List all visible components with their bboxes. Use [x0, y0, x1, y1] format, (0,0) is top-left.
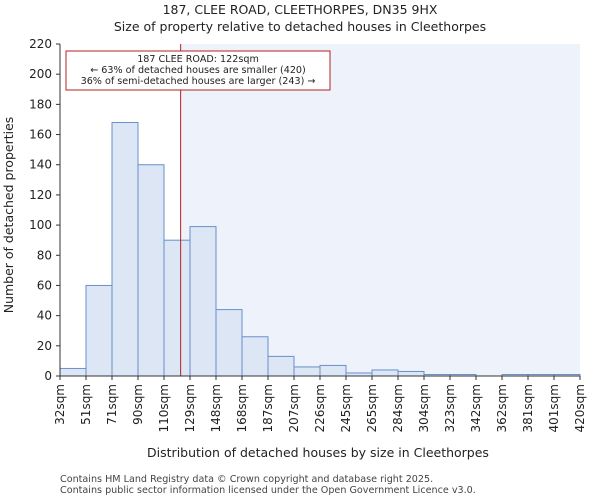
bar-32sqm — [59, 367, 87, 377]
bar-284sqm — [397, 370, 425, 377]
bar-207sqm — [293, 366, 321, 377]
x-tick-label-245sqm: 245sqm — [339, 384, 353, 432]
footer-line-1: Contains HM Land Registry data © Crown c… — [60, 474, 433, 485]
x-tick-label-284sqm: 284sqm — [391, 384, 405, 432]
x-tick-label-110sqm: 110sqm — [157, 384, 171, 432]
y-tick-label-40: 40 — [37, 309, 52, 323]
bar-168sqm — [241, 336, 269, 377]
y-tick-label-0: 0 — [44, 369, 52, 383]
x-tick-label-187sqm: 187sqm — [261, 384, 275, 432]
x-tick-label-71sqm: 71sqm — [105, 384, 119, 425]
bar-51sqm — [85, 284, 113, 377]
y-tick-label-80: 80 — [37, 248, 52, 262]
bar-265sqm — [371, 369, 399, 377]
x-tick-label-362sqm: 362sqm — [495, 384, 509, 432]
bar-226sqm — [319, 364, 347, 377]
x-tick-label-420sqm: 420sqm — [573, 384, 587, 432]
x-tick-label-51sqm: 51sqm — [79, 384, 93, 425]
x-tick-label-304sqm: 304sqm — [417, 384, 431, 432]
x-tick-label-342sqm: 342sqm — [469, 384, 483, 432]
x-tick-label-32sqm: 32sqm — [53, 384, 67, 425]
x-tick-label-148sqm: 148sqm — [209, 384, 223, 432]
x-ticks-group: 32sqm 51sqm 71sqm 90sqm 110sqm 129sqm 148sqm 16… — [53, 376, 587, 432]
x-tick-label-381sqm: 381sqm — [521, 384, 535, 432]
y-tick-label-120: 120 — [29, 188, 52, 202]
bar-90sqm — [137, 164, 165, 377]
bars-group — [59, 121, 581, 377]
bar-129sqm — [189, 226, 217, 377]
y-tick-label-20: 20 — [37, 339, 52, 353]
y-tick-label-140: 140 — [29, 158, 52, 172]
x-tick-label-168sqm: 168sqm — [235, 384, 249, 432]
y-tick-label-200: 200 — [29, 67, 52, 81]
footer-line-2: Contains public sector information licen… — [60, 485, 476, 496]
bar-148sqm — [215, 309, 243, 377]
larger-than-property-region — [180, 44, 580, 376]
bar-71sqm — [111, 121, 139, 377]
x-tick-label-323sqm: 323sqm — [443, 384, 457, 432]
y-tick-label-220: 220 — [29, 37, 52, 51]
x-tick-label-401sqm: 401sqm — [547, 384, 561, 432]
y-tick-label-160: 160 — [29, 128, 52, 142]
annotation-line-1: 187 CLEE ROAD: 122sqm — [137, 54, 259, 65]
y-tick-label-180: 180 — [29, 97, 52, 111]
x-tick-label-226sqm: 226sqm — [313, 384, 327, 432]
annotation-box — [65, 50, 331, 91]
x-axis-label: Distribution of detached houses by size … — [147, 445, 489, 460]
y-tick-label-60: 60 — [37, 278, 52, 292]
annotation-line-3: 36% of semi-detached houses are larger (… — [81, 76, 316, 87]
y-tick-label-100: 100 — [29, 218, 52, 232]
y-ticks-group: 0 20 40 60 80 100 120 140 160 180 200 220 — [29, 37, 60, 383]
bar-110sqm — [163, 239, 191, 377]
bar-187sqm — [267, 355, 295, 377]
x-tick-label-90sqm: 90sqm — [131, 384, 145, 425]
x-tick-label-265sqm: 265sqm — [365, 384, 379, 432]
y-axis-label: Number of detached properties — [1, 117, 16, 314]
chart-subtitle: Size of property relative to detached ho… — [114, 19, 486, 34]
property-annotation: 187 CLEE ROAD: 122sqm ← 63% of detached … — [65, 50, 331, 91]
x-tick-label-207sqm: 207sqm — [287, 384, 301, 432]
chart-title: 187, CLEE ROAD, CLEETHORPES, DN35 9HX — [163, 2, 438, 17]
x-tick-label-129sqm: 129sqm — [183, 384, 197, 432]
annotation-line-2: ← 63% of detached houses are smaller (42… — [90, 65, 306, 76]
